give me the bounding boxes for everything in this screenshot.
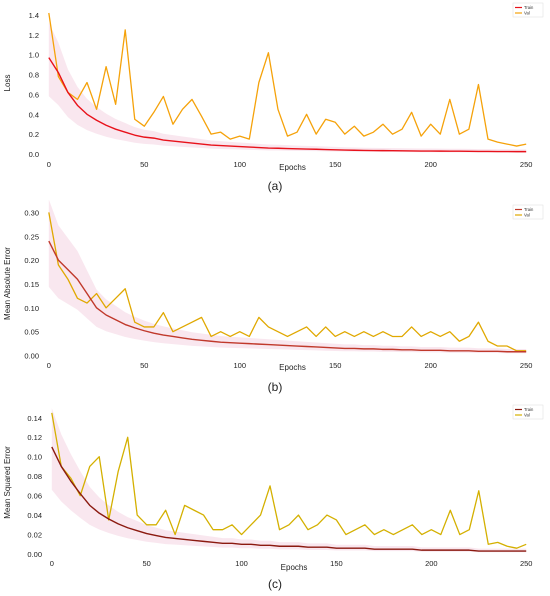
x-tick-label: 250: [520, 361, 533, 370]
mae-chart: 0.00 0.05 0.10 0.15 0.20 0.25 0.30 0 50 100 150 200…: [3, 200, 544, 372]
y-tick-label: 0.10: [27, 453, 42, 462]
y-axis-label: Mean Squared Error: [3, 446, 12, 519]
series-line-train: [48, 240, 527, 353]
series-line-val: [48, 12, 527, 147]
x-tick-label: 100: [234, 361, 247, 370]
x-tick-label: 150: [329, 361, 342, 370]
y-tick-label: 0.05: [24, 328, 39, 337]
y-tick-label: 0.30: [24, 208, 39, 217]
y-tick-label: 0.2: [29, 130, 39, 139]
mse-chart: 0.00 0.02 0.04 0.06 0.08 0.10 0.12 0.14 0 50 100 15…: [3, 404, 544, 572]
y-axis-label: Mean Absolute Error: [3, 247, 12, 320]
series-line-train: [51, 446, 527, 552]
y-tick-label: 0.15: [24, 280, 39, 289]
x-tick-label: 200: [425, 559, 438, 568]
x-axis-label: Epochs: [279, 363, 306, 372]
legend-label: Train: [524, 407, 534, 412]
x-tick-label: 200: [424, 160, 437, 169]
y-tick-label: 0.04: [27, 511, 42, 520]
caption-a: (a): [267, 179, 283, 193]
y-tick-label: 1.2: [29, 31, 39, 40]
x-tick-label: 250: [520, 160, 533, 169]
x-axis-label: Epochs: [281, 563, 308, 572]
legend-label: Val: [524, 11, 530, 16]
x-tick-label: 0: [50, 559, 54, 568]
y-tick-label: 0.00: [27, 550, 42, 559]
legend-label: Train: [524, 207, 534, 212]
series-line-val: [48, 212, 527, 352]
x-tick-label: 150: [330, 559, 343, 568]
y-tick-label: 0.06: [27, 492, 42, 501]
loss-chart: 0.0 0.2 0.4 0.6 0.8 1.0 1.2 1.4 0 50 100 150 200 250 E…: [3, 2, 544, 172]
y-tick-label: 0.20: [24, 256, 39, 265]
legend-label: Val: [524, 213, 530, 218]
y-axis-label: Loss: [3, 75, 12, 92]
y-tick-label: 0.10: [24, 304, 39, 313]
x-tick-label: 50: [140, 160, 148, 169]
y-tick-label: 1.4: [29, 11, 39, 20]
x-tick-label: 0: [47, 160, 51, 169]
chart-panel-mse: 0.00 0.02 0.04 0.06 0.08 0.10 0.12 0.14 0 50 100 15…: [0, 400, 550, 596]
legend-label: Train: [524, 5, 534, 10]
x-tick-label: 0: [47, 361, 51, 370]
x-tick-label: 100: [234, 160, 247, 169]
x-axis-label: Epochs: [279, 163, 306, 172]
x-tick-label: 50: [143, 559, 151, 568]
y-tick-label: 1.0: [29, 51, 39, 60]
y-tick-label: 0.14: [27, 414, 42, 423]
y-tick-label: 0.25: [24, 232, 39, 241]
confidence-band: [48, 200, 527, 354]
legend-label: Val: [524, 413, 530, 418]
x-tick-label: 150: [329, 160, 342, 169]
series-line-train: [48, 57, 527, 153]
y-tick-label: 0.8: [29, 71, 39, 80]
confidence-band: [51, 408, 527, 553]
y-tick-label: 0.0: [29, 150, 39, 159]
chart-panel-loss: 0.0 0.2 0.4 0.6 0.8 1.0 1.2 1.4 0 50 100 150 200 250 E…: [0, 0, 550, 200]
y-tick-label: 0.4: [29, 110, 39, 119]
x-tick-label: 50: [140, 361, 148, 370]
caption-c: (c): [268, 577, 282, 591]
y-tick-label: 0.08: [27, 472, 42, 481]
series-line-val: [51, 412, 527, 549]
x-tick-label: 200: [424, 361, 437, 370]
chart-panel-mae: 0.00 0.05 0.10 0.15 0.20 0.25 0.30 0 50 100 150 200…: [0, 200, 550, 400]
y-tick-label: 0.6: [29, 90, 39, 99]
y-tick-label: 0.12: [27, 433, 42, 442]
y-tick-label: 0.00: [24, 352, 39, 361]
x-tick-label: 100: [235, 559, 248, 568]
y-tick-label: 0.02: [27, 531, 42, 540]
caption-b: (b): [267, 380, 283, 394]
x-tick-label: 250: [520, 559, 533, 568]
confidence-band: [48, 22, 527, 153]
